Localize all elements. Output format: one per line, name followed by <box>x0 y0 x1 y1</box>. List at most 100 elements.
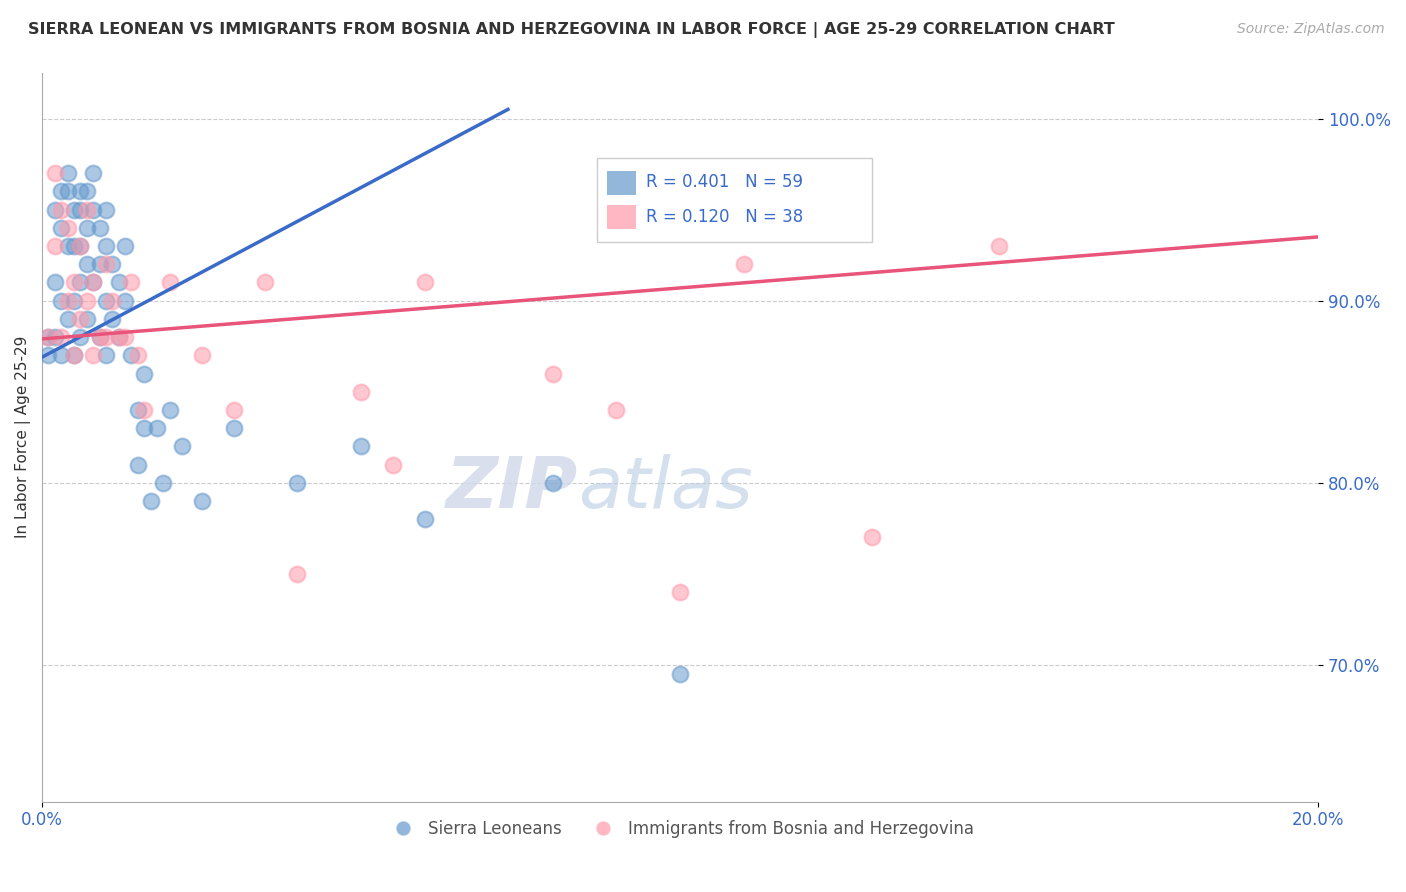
Point <box>76 220 98 235</box>
Point <box>669 667 692 681</box>
Point <box>56 185 79 199</box>
Point <box>541 367 564 381</box>
Point <box>37 330 59 344</box>
Point <box>63 239 86 253</box>
Point <box>134 421 156 435</box>
Point <box>51 348 73 362</box>
Bar <box>607 170 636 194</box>
Point <box>733 257 755 271</box>
Point <box>94 330 117 344</box>
Point <box>285 566 308 581</box>
Point <box>94 257 117 271</box>
Point <box>82 276 104 290</box>
Point <box>89 257 111 271</box>
Point <box>56 166 79 180</box>
Point <box>152 475 174 490</box>
Point <box>63 202 86 217</box>
Point <box>101 257 124 271</box>
Point <box>56 311 79 326</box>
Point <box>44 166 66 180</box>
Point <box>860 531 883 545</box>
Point <box>82 166 104 180</box>
Point <box>120 276 142 290</box>
Point <box>146 421 169 435</box>
Y-axis label: In Labor Force | Age 25-29: In Labor Force | Age 25-29 <box>15 336 31 539</box>
Point <box>76 202 98 217</box>
Point <box>127 348 149 362</box>
Point <box>114 293 136 308</box>
Point <box>51 202 73 217</box>
Point <box>44 239 66 253</box>
Text: Source: ZipAtlas.com: Source: ZipAtlas.com <box>1237 22 1385 37</box>
Point <box>37 330 59 344</box>
Point <box>285 475 308 490</box>
Point <box>69 276 91 290</box>
Point <box>605 403 627 417</box>
Point <box>190 494 212 508</box>
Point <box>134 403 156 417</box>
Text: atlas: atlas <box>578 454 752 523</box>
Point <box>56 239 79 253</box>
Text: R = 0.401   N = 59: R = 0.401 N = 59 <box>645 173 803 191</box>
Point <box>51 185 73 199</box>
Point <box>159 403 181 417</box>
Point <box>56 293 79 308</box>
Point <box>114 330 136 344</box>
Point <box>669 585 692 599</box>
Point <box>37 348 59 362</box>
Point <box>350 439 373 453</box>
Point <box>89 220 111 235</box>
Point <box>988 239 1011 253</box>
Point <box>76 293 98 308</box>
Point <box>63 348 86 362</box>
Point <box>76 257 98 271</box>
Point <box>172 439 194 453</box>
Point <box>114 239 136 253</box>
Point <box>222 403 245 417</box>
Bar <box>607 205 636 229</box>
Point <box>89 330 111 344</box>
Point <box>350 384 373 399</box>
Point <box>413 276 436 290</box>
Point <box>101 293 124 308</box>
Point <box>382 458 405 472</box>
Point <box>44 276 66 290</box>
Point <box>63 348 86 362</box>
Point <box>63 276 86 290</box>
Text: R = 0.120   N = 38: R = 0.120 N = 38 <box>645 208 803 227</box>
Point <box>190 348 212 362</box>
Point <box>159 276 181 290</box>
Point <box>82 202 104 217</box>
Point <box>69 239 91 253</box>
Point <box>82 276 104 290</box>
Point <box>94 293 117 308</box>
Point <box>44 202 66 217</box>
Point <box>56 220 79 235</box>
Point <box>107 330 129 344</box>
Text: SIERRA LEONEAN VS IMMIGRANTS FROM BOSNIA AND HERZEGOVINA IN LABOR FORCE | AGE 25: SIERRA LEONEAN VS IMMIGRANTS FROM BOSNIA… <box>28 22 1115 38</box>
Text: ZIP: ZIP <box>446 454 578 523</box>
Point <box>94 202 117 217</box>
Point <box>82 348 104 362</box>
Point <box>51 220 73 235</box>
Point <box>69 185 91 199</box>
Point <box>222 421 245 435</box>
Point <box>101 311 124 326</box>
Point <box>413 512 436 526</box>
Point <box>94 239 117 253</box>
Point <box>127 458 149 472</box>
Point <box>541 475 564 490</box>
Point <box>107 330 129 344</box>
Point <box>89 330 111 344</box>
Point <box>120 348 142 362</box>
Point <box>44 330 66 344</box>
Point <box>139 494 162 508</box>
Point <box>107 276 129 290</box>
Point <box>69 239 91 253</box>
Point <box>76 185 98 199</box>
Point <box>69 330 91 344</box>
Point <box>69 311 91 326</box>
Point <box>51 330 73 344</box>
Point <box>94 348 117 362</box>
Point <box>51 293 73 308</box>
